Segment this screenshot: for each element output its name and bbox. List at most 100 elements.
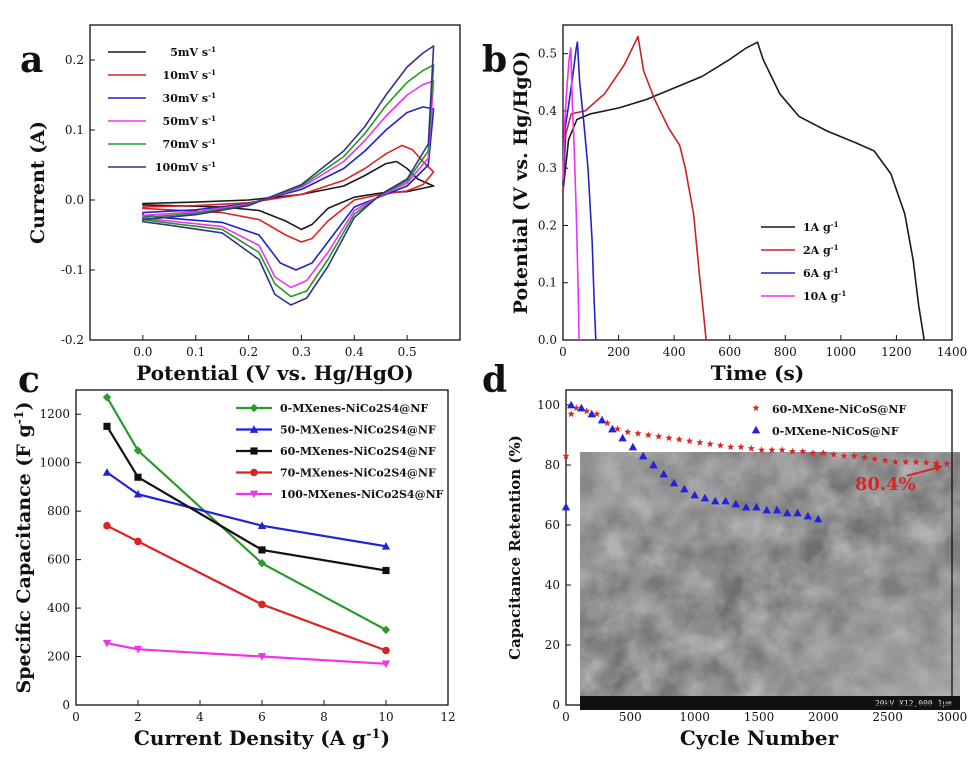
- y-tick-label: 0.1: [65, 123, 84, 137]
- x-tick-label: 1000: [679, 710, 710, 724]
- x-tick-label: 0.4: [345, 345, 364, 359]
- data-point: [102, 393, 112, 402]
- data-point: [583, 407, 591, 415]
- data-point: [649, 460, 658, 469]
- data-point: [680, 484, 689, 493]
- data-point: [566, 400, 576, 409]
- data-point: [752, 502, 761, 511]
- x-tick-label: 4: [196, 710, 204, 724]
- y-tick-label: 0: [62, 698, 70, 712]
- y-tick-label: 600: [47, 553, 70, 567]
- legend-label: 0-MXenes-NiCo2S4@NF: [280, 402, 428, 415]
- cv-curve-5: [142, 45, 435, 306]
- y-tick-label: 0.2: [65, 53, 84, 67]
- y-tick-label: 1000: [39, 456, 70, 470]
- data-point: [685, 437, 694, 445]
- gcd-curve-3: [562, 47, 580, 341]
- x-axis-title: Time (s): [711, 361, 805, 385]
- gcd-curve-2: [562, 41, 597, 341]
- data-point: [902, 458, 910, 466]
- data-point: [644, 431, 652, 439]
- data-point: [133, 645, 143, 654]
- legend-label: 10A g-1: [803, 289, 846, 304]
- data-point: [751, 425, 761, 434]
- legend-label: 100mV s-1: [155, 160, 216, 175]
- annotation-arrow: [906, 465, 942, 477]
- data-point: [788, 447, 797, 455]
- data-point: [793, 508, 802, 517]
- y-tick-label: 400: [47, 601, 70, 615]
- data-point: [250, 447, 258, 455]
- y-tick-label: 0.4: [538, 104, 557, 118]
- x-tick-label: 0.2: [239, 345, 258, 359]
- data-point: [716, 441, 724, 449]
- data-point: [659, 469, 668, 478]
- x-tick-label: 0.3: [292, 345, 311, 359]
- y-tick-label: 0.3: [538, 161, 557, 175]
- rate-line-2: [106, 425, 387, 572]
- data-point: [613, 425, 622, 433]
- data-point: [103, 422, 111, 430]
- y-tick-label: 200: [47, 650, 70, 664]
- data-point: [133, 489, 143, 498]
- x-tick-label: 6: [258, 710, 266, 724]
- data-point: [258, 546, 266, 554]
- data-point: [850, 452, 858, 460]
- data-point: [624, 428, 632, 436]
- data-point: [133, 446, 143, 455]
- data-point: [249, 490, 259, 499]
- y-axis-title: Capacitance Retention (%): [506, 435, 524, 660]
- y-tick-label: 0.2: [538, 218, 557, 232]
- x-tick-label: 0.1: [186, 345, 205, 359]
- cv-curve-3: [142, 80, 435, 289]
- sem-texture: [580, 452, 960, 710]
- x-tick-label: 2500: [872, 710, 903, 724]
- panel-b: 0 200 400 600 800 1000 1200 1400 0.0 0.1 0.2 0.3 0.4…: [510, 24, 968, 385]
- data-point: [562, 452, 570, 460]
- annotation-arrowhead: [933, 464, 943, 472]
- x-axis-title: Cycle Number: [680, 726, 839, 750]
- data-point: [675, 435, 683, 443]
- x-axis-title: Current Density (A g-1): [134, 726, 390, 750]
- data-point: [881, 456, 889, 464]
- data-point: [250, 468, 258, 477]
- y-tick-label: 40: [545, 578, 560, 592]
- x-tick-label: 400: [663, 345, 686, 359]
- legend-label: 5mV s-1: [170, 45, 216, 60]
- data-point: [639, 451, 648, 460]
- y-tick-label: 0.0: [65, 193, 84, 207]
- data-point: [257, 653, 267, 661]
- y-tick-label: 60: [545, 518, 560, 532]
- gcd-curve-0: [562, 41, 925, 341]
- x-tick-label: 2: [134, 710, 142, 724]
- data-point: [778, 446, 786, 454]
- data-point: [634, 429, 642, 437]
- data-point: [603, 419, 611, 427]
- y-axis-title: Potential (V vs. Hg/HgO): [510, 51, 532, 315]
- data-point: [706, 440, 714, 448]
- data-point: [809, 449, 817, 457]
- legend-label: 1A g-1: [803, 220, 839, 235]
- legend-label: 70-MXenes-NiCo2S4@NF: [280, 467, 436, 480]
- panel-a: 0.0 0.1 0.2 0.3 0.4 0.5 -0.2 -0.1 0.0 0.1 0.2 Poten…: [27, 24, 461, 385]
- data-point: [741, 502, 751, 511]
- data-point: [593, 410, 601, 418]
- data-point: [628, 442, 638, 451]
- data-point: [561, 502, 571, 511]
- data-point: [597, 415, 607, 424]
- sem-info-bar: [580, 696, 960, 710]
- data-point: [747, 444, 755, 452]
- x-tick-label: 1400: [937, 345, 968, 359]
- x-tick-label: 0.5: [398, 345, 417, 359]
- data-point: [731, 499, 741, 508]
- gcd-curve-1: [562, 35, 707, 341]
- x-tick-label: 1500: [744, 710, 775, 724]
- y-axis-title: Specific Capacitance (F g-1): [11, 402, 36, 694]
- legend-label: 10mV s-1: [163, 68, 216, 83]
- data-point: [249, 425, 259, 433]
- cv-curve-1: [142, 144, 435, 243]
- data-point: [783, 508, 792, 517]
- data-point: [762, 505, 771, 514]
- legend-label: 50-MXenes-NiCo2S4@NF: [280, 424, 436, 437]
- data-point: [891, 458, 899, 466]
